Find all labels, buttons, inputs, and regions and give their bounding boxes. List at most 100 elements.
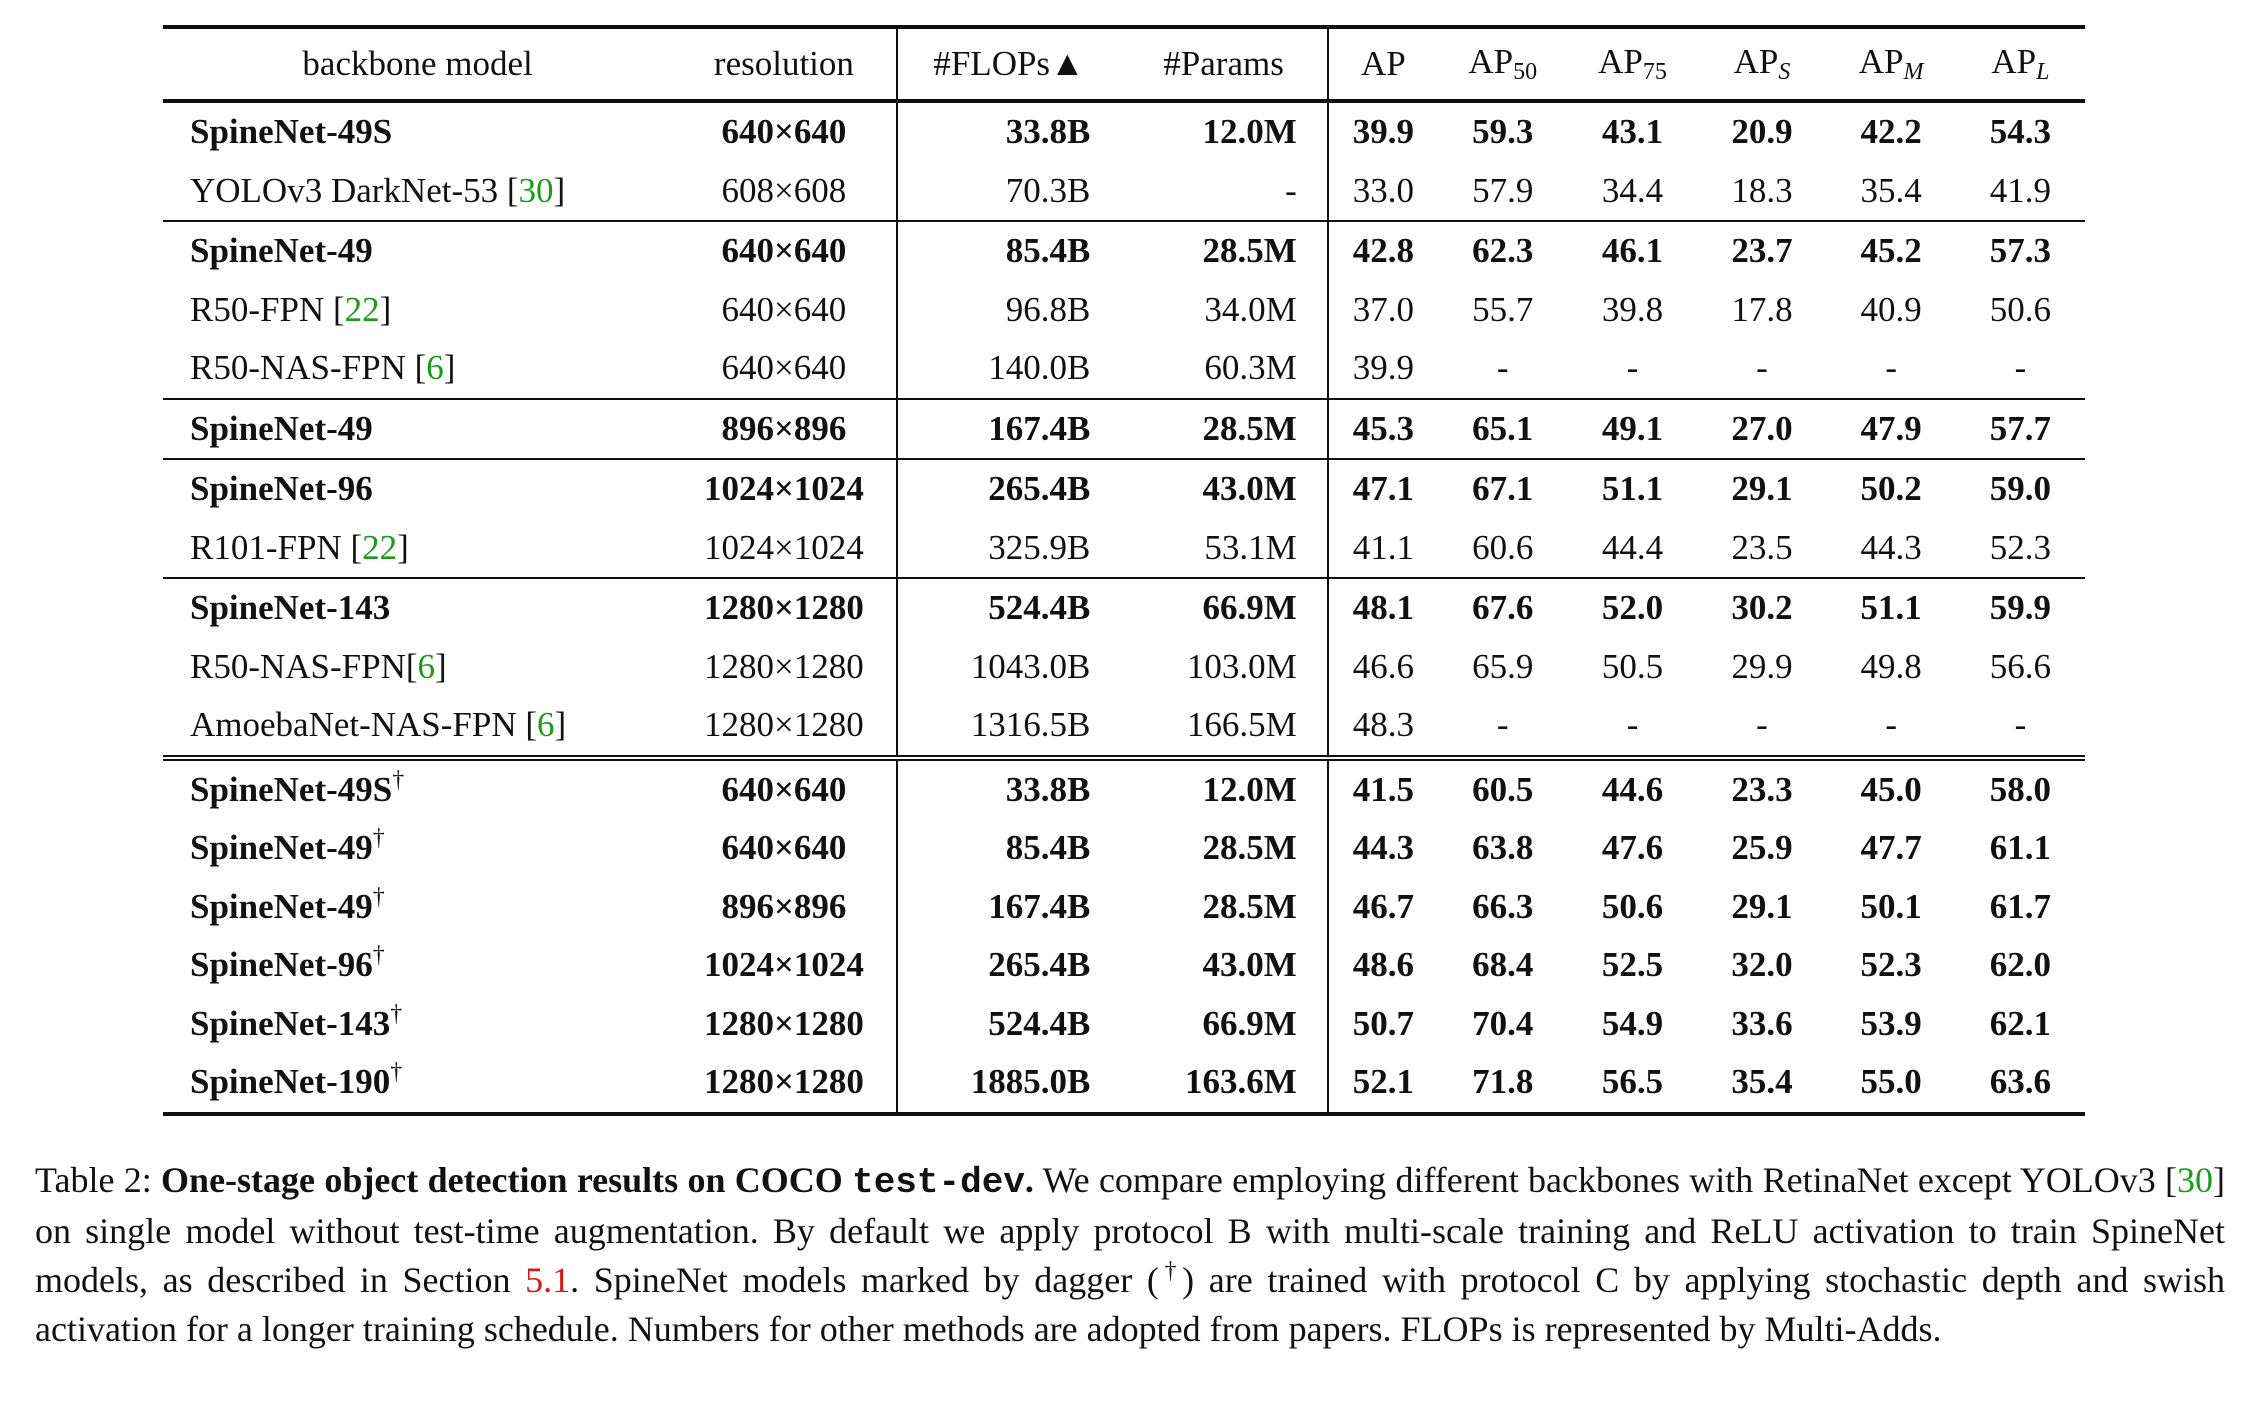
header-ap50-base: AP — [1468, 42, 1514, 81]
ap50-cell: 70.4 — [1472, 1003, 1534, 1043]
citation-link[interactable]: 6 — [537, 705, 555, 745]
apm-cell: 40.9 — [1860, 289, 1922, 329]
apl-cell: 52.3 — [1989, 527, 2052, 567]
ap75-cell: 51.1 — [1567, 458, 1698, 519]
ap75-cell: 39.8 — [1601, 289, 1664, 329]
ap50-cell: 57.9 — [1472, 170, 1534, 210]
citation-link[interactable]: 6 — [426, 348, 444, 388]
caption-text-2: ] on single model without test-time augm… — [35, 1160, 2225, 1300]
aps-cell: 20.9 — [1731, 112, 1793, 152]
resolution-cell: 1024×1024 — [672, 458, 897, 519]
backbone-name: R50-FPN — [190, 289, 333, 329]
ap75-cell: 43.1 — [1601, 112, 1664, 152]
ap75-cell: 44.4 — [1601, 527, 1664, 567]
ap-cell: 37.0 — [1326, 280, 1438, 339]
table-row: R50-FPN [22] 640×640 96.8B 34.0M 37.0 55.7 39.… — [163, 280, 2085, 339]
aps-cell: 29.1 — [1731, 886, 1793, 926]
apm-cell: 45.2 — [1826, 220, 1956, 281]
params-cell: 34.0M — [1204, 289, 1297, 329]
ap-cell: 41.1 — [1326, 518, 1438, 578]
ap75-cell: - — [1626, 705, 1639, 745]
header-flops: #FLOPs▲ — [895, 27, 1121, 101]
flops-cell: 1885.0B — [895, 1053, 1121, 1114]
params-cell: 28.5M — [1202, 828, 1297, 868]
header-ap50: AP50 — [1438, 27, 1568, 101]
caption-ref-section[interactable]: 5.1 — [525, 1260, 571, 1300]
apm-cell: 35.4 — [1860, 170, 1922, 210]
params-cell: 166.5M — [1186, 705, 1297, 745]
backbone-name: SpineNet-96 — [190, 469, 373, 509]
backbone-name: R101-FPN — [190, 527, 351, 567]
header-ap: AP — [1326, 27, 1438, 101]
table-caption: Table 2: One-stage object detection resu… — [35, 1156, 2225, 1354]
caption-title-pre: One-stage object detection results on CO… — [161, 1160, 853, 1200]
apm-cell: 45.0 — [1826, 754, 1956, 819]
apm-cell: 53.9 — [1860, 1003, 1922, 1043]
backbone-cell: AmoebaNet-NAS-FPN [6] — [190, 705, 567, 745]
caption-title-post: . — [1024, 1160, 1034, 1200]
ap-cell: 42.8 — [1326, 220, 1438, 281]
table-row: SpineNet-143 1280×1280 524.4B 66.9M 48.1 67.6… — [163, 577, 2085, 638]
table-row: SpineNet-49 896×896 167.4B 28.5M 45.3 65.1 49.… — [163, 397, 2085, 459]
backbone-cell: SpineNet-49 — [163, 220, 673, 281]
params-cell: 28.5M — [1120, 397, 1328, 459]
citation-link[interactable]: 6 — [417, 646, 436, 686]
table-row: SpineNet-49S 640×640 33.8B 12.0M 39.9 59.3 43.… — [163, 101, 2085, 162]
backbone-cell: SpineNet-49† — [163, 878, 672, 937]
ap-cell: 39.9 — [1326, 101, 1438, 162]
apm-cell: 55.0 — [1860, 1062, 1922, 1102]
ap-cell: 46.7 — [1326, 877, 1438, 936]
ap50-cell: 66.3 — [1472, 886, 1534, 926]
ap75-cell: 52.5 — [1601, 945, 1664, 985]
ap75-cell: 44.6 — [1567, 754, 1698, 819]
backbone-name: SpineNet-143 — [190, 588, 391, 628]
backbone-cell: SpineNet-96 — [163, 458, 673, 519]
ap75-cell: 34.4 — [1601, 170, 1664, 210]
resolution-cell: 1280×1280 — [704, 646, 864, 686]
caption-text-4: ) are trained with protocol C by applyin… — [35, 1260, 2226, 1349]
ap-cell: 48.1 — [1326, 577, 1438, 638]
backbone-name: SpineNet-49S — [190, 112, 393, 152]
ap50-cell: 60.6 — [1472, 527, 1534, 567]
ap-cell: 33.0 — [1326, 161, 1438, 221]
aps-cell: 30.2 — [1697, 577, 1827, 638]
aps-cell: - — [1756, 705, 1768, 745]
citation-link[interactable]: 22 — [362, 527, 398, 567]
flops-cell: 265.4B — [895, 936, 1121, 995]
ap50-cell: - — [1496, 705, 1509, 745]
citation-link[interactable]: 30 — [518, 170, 554, 210]
apl-cell: - — [2014, 348, 2027, 388]
backbone-cell: SpineNet-143 — [163, 577, 673, 638]
resolution-cell: 640×640 — [721, 828, 847, 868]
ap75-cell: 54.9 — [1601, 1003, 1664, 1043]
apm-cell: 42.2 — [1860, 112, 1922, 152]
apm-cell: 47.7 — [1860, 828, 1922, 868]
ap75-cell: 50.6 — [1601, 886, 1664, 926]
caption-dagger: † — [1158, 1258, 1183, 1284]
header-params: #Params — [1163, 44, 1284, 83]
citation-link[interactable]: 22 — [344, 289, 380, 329]
aps-cell: 23.7 — [1697, 220, 1827, 281]
ap-cell: 52.1 — [1326, 1053, 1438, 1114]
caption-text-3: . SpineNet models marked by dagger ( — [570, 1260, 1159, 1300]
backbone-name: SpineNet-49 — [190, 408, 373, 448]
resolution-cell: 1280×1280 — [703, 1003, 864, 1043]
aps-cell: 17.8 — [1731, 289, 1793, 329]
backbone-name: SpineNet-49 — [190, 231, 373, 271]
ap75-cell: - — [1626, 348, 1639, 388]
table-row: SpineNet-143† 1280×1280 524.4B 66.9M 50.7 70.… — [163, 994, 2085, 1053]
ap75-cell: 47.6 — [1601, 828, 1664, 868]
apm-cell: 49.8 — [1860, 646, 1922, 686]
params-cell: 28.5M — [1202, 886, 1297, 926]
ap-cell: 48.6 — [1326, 936, 1438, 995]
flops-cell: 1316.5B — [895, 696, 1121, 758]
apm-cell: 44.3 — [1860, 527, 1922, 567]
params-cell: 103.0M — [1186, 646, 1297, 686]
resolution-cell: 1280×1280 — [703, 1062, 864, 1102]
table-row: R50-NAS-FPN[6] 1280×1280 1043.0B 103.0M 46.6… — [163, 637, 2085, 696]
backbone-cell: SpineNet-96† — [163, 936, 672, 995]
caption-label: Table 2: — [35, 1160, 162, 1200]
backbone-cell: R50-NAS-FPN [6] — [190, 348, 456, 388]
aps-cell: 18.3 — [1731, 170, 1793, 210]
caption-ref-30[interactable]: 30 — [2177, 1160, 2213, 1200]
